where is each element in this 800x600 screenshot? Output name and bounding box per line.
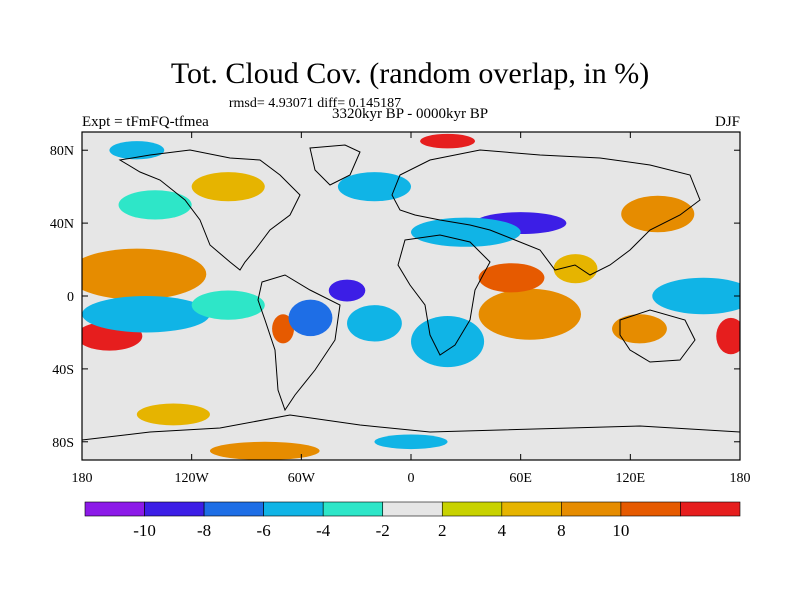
colorbar-swatch (561, 501, 622, 517)
x-tick-label: 0 (408, 471, 415, 486)
experiment-label: Expt = tFmFQ-tfmea (82, 114, 209, 130)
period-label: 3320kyr BP - 0000kyr BP (332, 106, 488, 122)
anomaly-field (82, 132, 740, 460)
anomaly-region (411, 316, 485, 368)
anomaly-region (621, 195, 695, 233)
colorbar-label: -8 (197, 521, 211, 540)
x-tick-label: 180 (72, 471, 93, 486)
colorbar-label: 8 (557, 521, 566, 540)
season-label: DJF (715, 114, 740, 130)
colorbar-label: -2 (376, 521, 390, 540)
y-tick-label: 80N (50, 144, 74, 159)
anomaly-region (420, 133, 475, 149)
colorbar-swatch (382, 501, 443, 517)
colorbar-swatch (501, 501, 562, 517)
y-axis: 80N 40N 0 40S 80S (50, 144, 740, 451)
colorbar: -10 -8 -6 -4 -2 2 4 8 10 (84, 501, 741, 540)
anomaly-region (82, 248, 207, 300)
colorbar-label: 4 (498, 521, 507, 540)
x-tick-label: 60W (288, 471, 316, 486)
map-title: Tot. Cloud Cov. (random overlap, in %) (171, 57, 649, 90)
anomaly-region (82, 296, 210, 333)
x-tick-label: 60E (509, 471, 532, 486)
colorbar-swatch (263, 501, 324, 517)
x-tick-label: 120W (175, 471, 210, 486)
colorbar-swatch (322, 501, 384, 517)
y-tick-label: 40S (52, 363, 74, 378)
anomaly-region (337, 172, 412, 202)
anomaly-region (288, 299, 333, 337)
anomaly-region (118, 190, 192, 220)
y-tick-label: 0 (67, 290, 74, 305)
colorbar-swatch (680, 501, 741, 517)
colorbar-label: -10 (133, 521, 156, 540)
anomaly-region (136, 403, 210, 426)
anomaly-region (209, 441, 320, 460)
colorbar-label: 10 (612, 521, 629, 540)
stats-line: rmsd= 4.93071 diff= 0.145187 (229, 96, 401, 111)
anomaly-region (652, 277, 740, 315)
anomaly-region (553, 254, 598, 284)
anomaly-region (347, 305, 402, 342)
colorbar-label: -4 (316, 521, 331, 540)
colorbar-swatch (144, 501, 205, 517)
anomaly-region (612, 314, 667, 344)
anomaly-region (374, 434, 448, 450)
anomaly-region (191, 290, 265, 320)
anomaly-region (478, 288, 581, 340)
colorbar-swatch (441, 501, 503, 517)
colorbar-swatch (620, 501, 681, 517)
anomaly-region (191, 172, 265, 202)
anomaly-region (716, 317, 740, 355)
colorbar-label: 2 (438, 521, 447, 540)
anomaly-region (109, 141, 165, 160)
colorbar-swatch (203, 501, 264, 517)
anomaly-region (272, 314, 295, 344)
colorbar-swatch (84, 501, 145, 517)
anomaly-region (328, 279, 366, 302)
x-tick-label: 180 (730, 471, 751, 486)
x-axis: 180 120W 60W 0 60E 120E 180 (72, 132, 751, 486)
y-tick-label: 40N (50, 217, 74, 232)
anomaly-region (411, 217, 521, 247)
y-tick-label: 80S (52, 436, 74, 451)
coastlines (82, 144, 740, 441)
anomaly-region (478, 263, 545, 293)
colorbar-label: -6 (257, 521, 271, 540)
x-tick-label: 120E (616, 471, 646, 486)
